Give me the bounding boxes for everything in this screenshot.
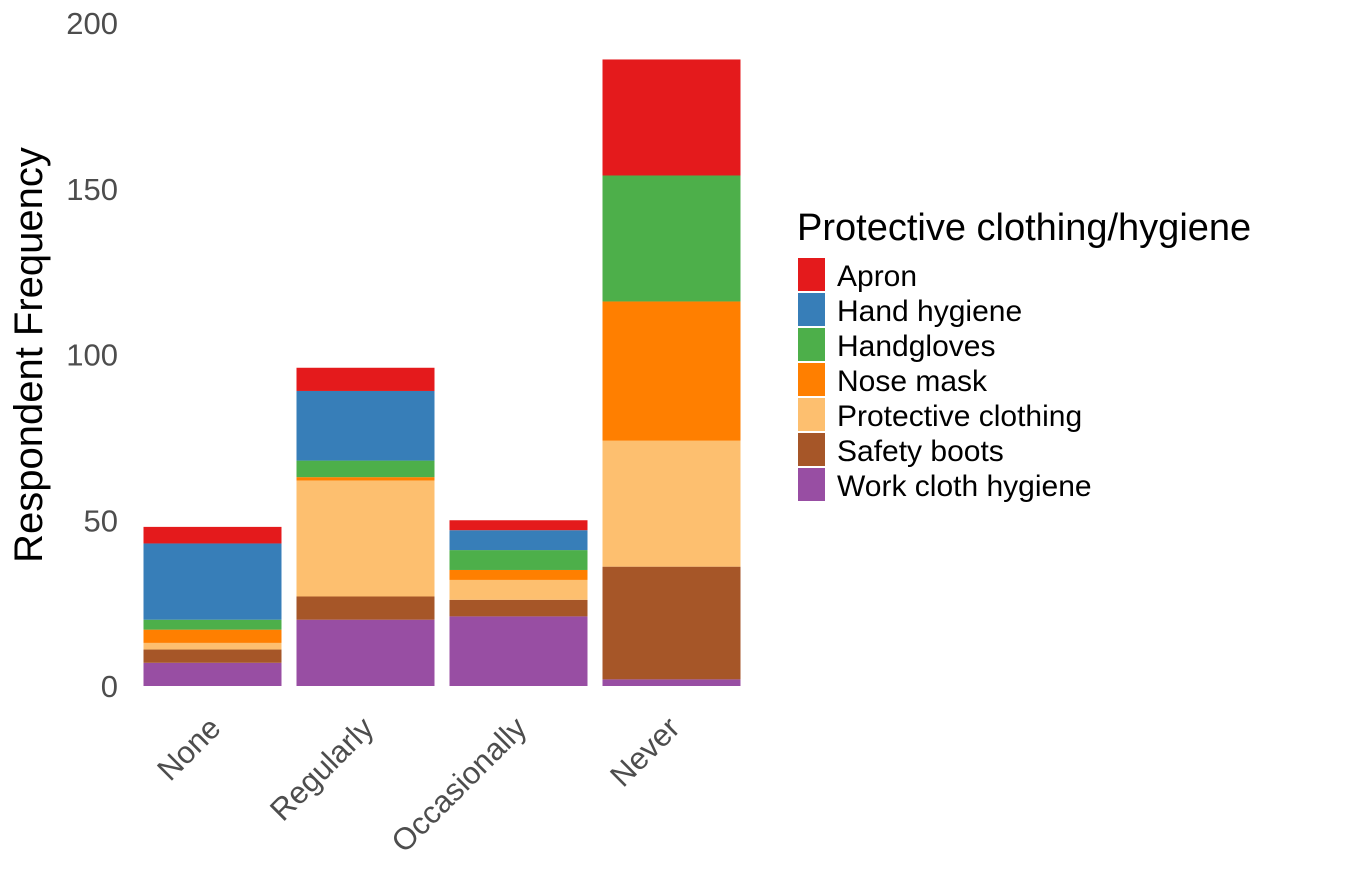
legend-label: Handgloves <box>837 330 995 363</box>
x-tick-label: None <box>150 710 227 787</box>
bar-segment-apron-regularly <box>296 367 435 391</box>
y-axis-ticks: 0 50 100 150 200 <box>66 6 118 704</box>
legend-label: Apron <box>837 260 917 293</box>
y-axis-title: Respondent Frequency <box>7 147 51 563</box>
legend-title: Protective clothing/hygiene <box>797 207 1251 249</box>
bar-segment-work-cloth-hygiene-none <box>143 662 282 686</box>
y-tick-label: 50 <box>84 503 118 538</box>
x-tick-label: Regularly <box>263 710 381 828</box>
bar-segment-protective-clothing-never <box>602 440 741 567</box>
legend-swatch <box>798 293 825 326</box>
bar-segment-work-cloth-hygiene-never <box>602 679 741 686</box>
bar-segment-work-cloth-hygiene-regularly <box>296 619 435 686</box>
bar-segment-protective-clothing-regularly <box>296 480 435 597</box>
legend-swatch <box>798 258 825 291</box>
bar-segment-safety-boots-never <box>602 566 741 680</box>
bar-segment-hand-hygiene-regularly <box>296 390 435 461</box>
legend-swatch <box>798 363 825 396</box>
y-tick-label: 100 <box>66 338 118 373</box>
bar-segment-apron-none <box>143 526 282 544</box>
x-axis-ticks: None Regularly Occasionally Never <box>150 710 686 859</box>
legend-label: Nose mask <box>837 365 988 398</box>
y-tick-label: 0 <box>101 669 118 704</box>
bars <box>143 59 741 686</box>
legend-swatch <box>798 398 825 431</box>
legend-swatch <box>798 433 825 466</box>
bar-segment-work-cloth-hygiene-occasionally <box>449 616 588 686</box>
bar-segment-nose-mask-regularly <box>296 477 435 481</box>
x-tick-label: Occasionally <box>384 710 533 859</box>
bar-segment-protective-clothing-occasionally <box>449 579 588 600</box>
bar-segment-safety-boots-regularly <box>296 596 435 620</box>
legend-swatch <box>798 468 825 501</box>
y-tick-label: 200 <box>66 6 118 41</box>
bar-segment-handgloves-none <box>143 619 282 630</box>
bar-segment-nose-mask-none <box>143 629 282 643</box>
bar-segment-nose-mask-occasionally <box>449 569 588 580</box>
x-tick-label: Never <box>603 710 686 793</box>
y-tick-label: 150 <box>66 172 118 207</box>
legend-label: Work cloth hygiene <box>837 470 1092 503</box>
legend-label: Safety boots <box>837 435 1004 468</box>
bar-segment-hand-hygiene-occasionally <box>449 530 588 551</box>
bar-segment-nose-mask-never <box>602 301 741 441</box>
bar-segment-handgloves-regularly <box>296 460 435 478</box>
legend-swatch <box>798 328 825 361</box>
bar-segment-apron-occasionally <box>449 520 588 531</box>
bar-segment-apron-never <box>602 59 741 176</box>
bar-segment-handgloves-never <box>602 175 741 302</box>
legend-label: Protective clothing <box>837 400 1082 433</box>
bar-segment-safety-boots-none <box>143 649 282 663</box>
bar-segment-handgloves-occasionally <box>449 550 588 570</box>
bar-segment-safety-boots-occasionally <box>449 599 588 617</box>
bar-segment-protective-clothing-none <box>143 642 282 650</box>
bar-segment-hand-hygiene-none <box>143 543 282 620</box>
legend-label: Hand hygiene <box>837 295 1022 328</box>
